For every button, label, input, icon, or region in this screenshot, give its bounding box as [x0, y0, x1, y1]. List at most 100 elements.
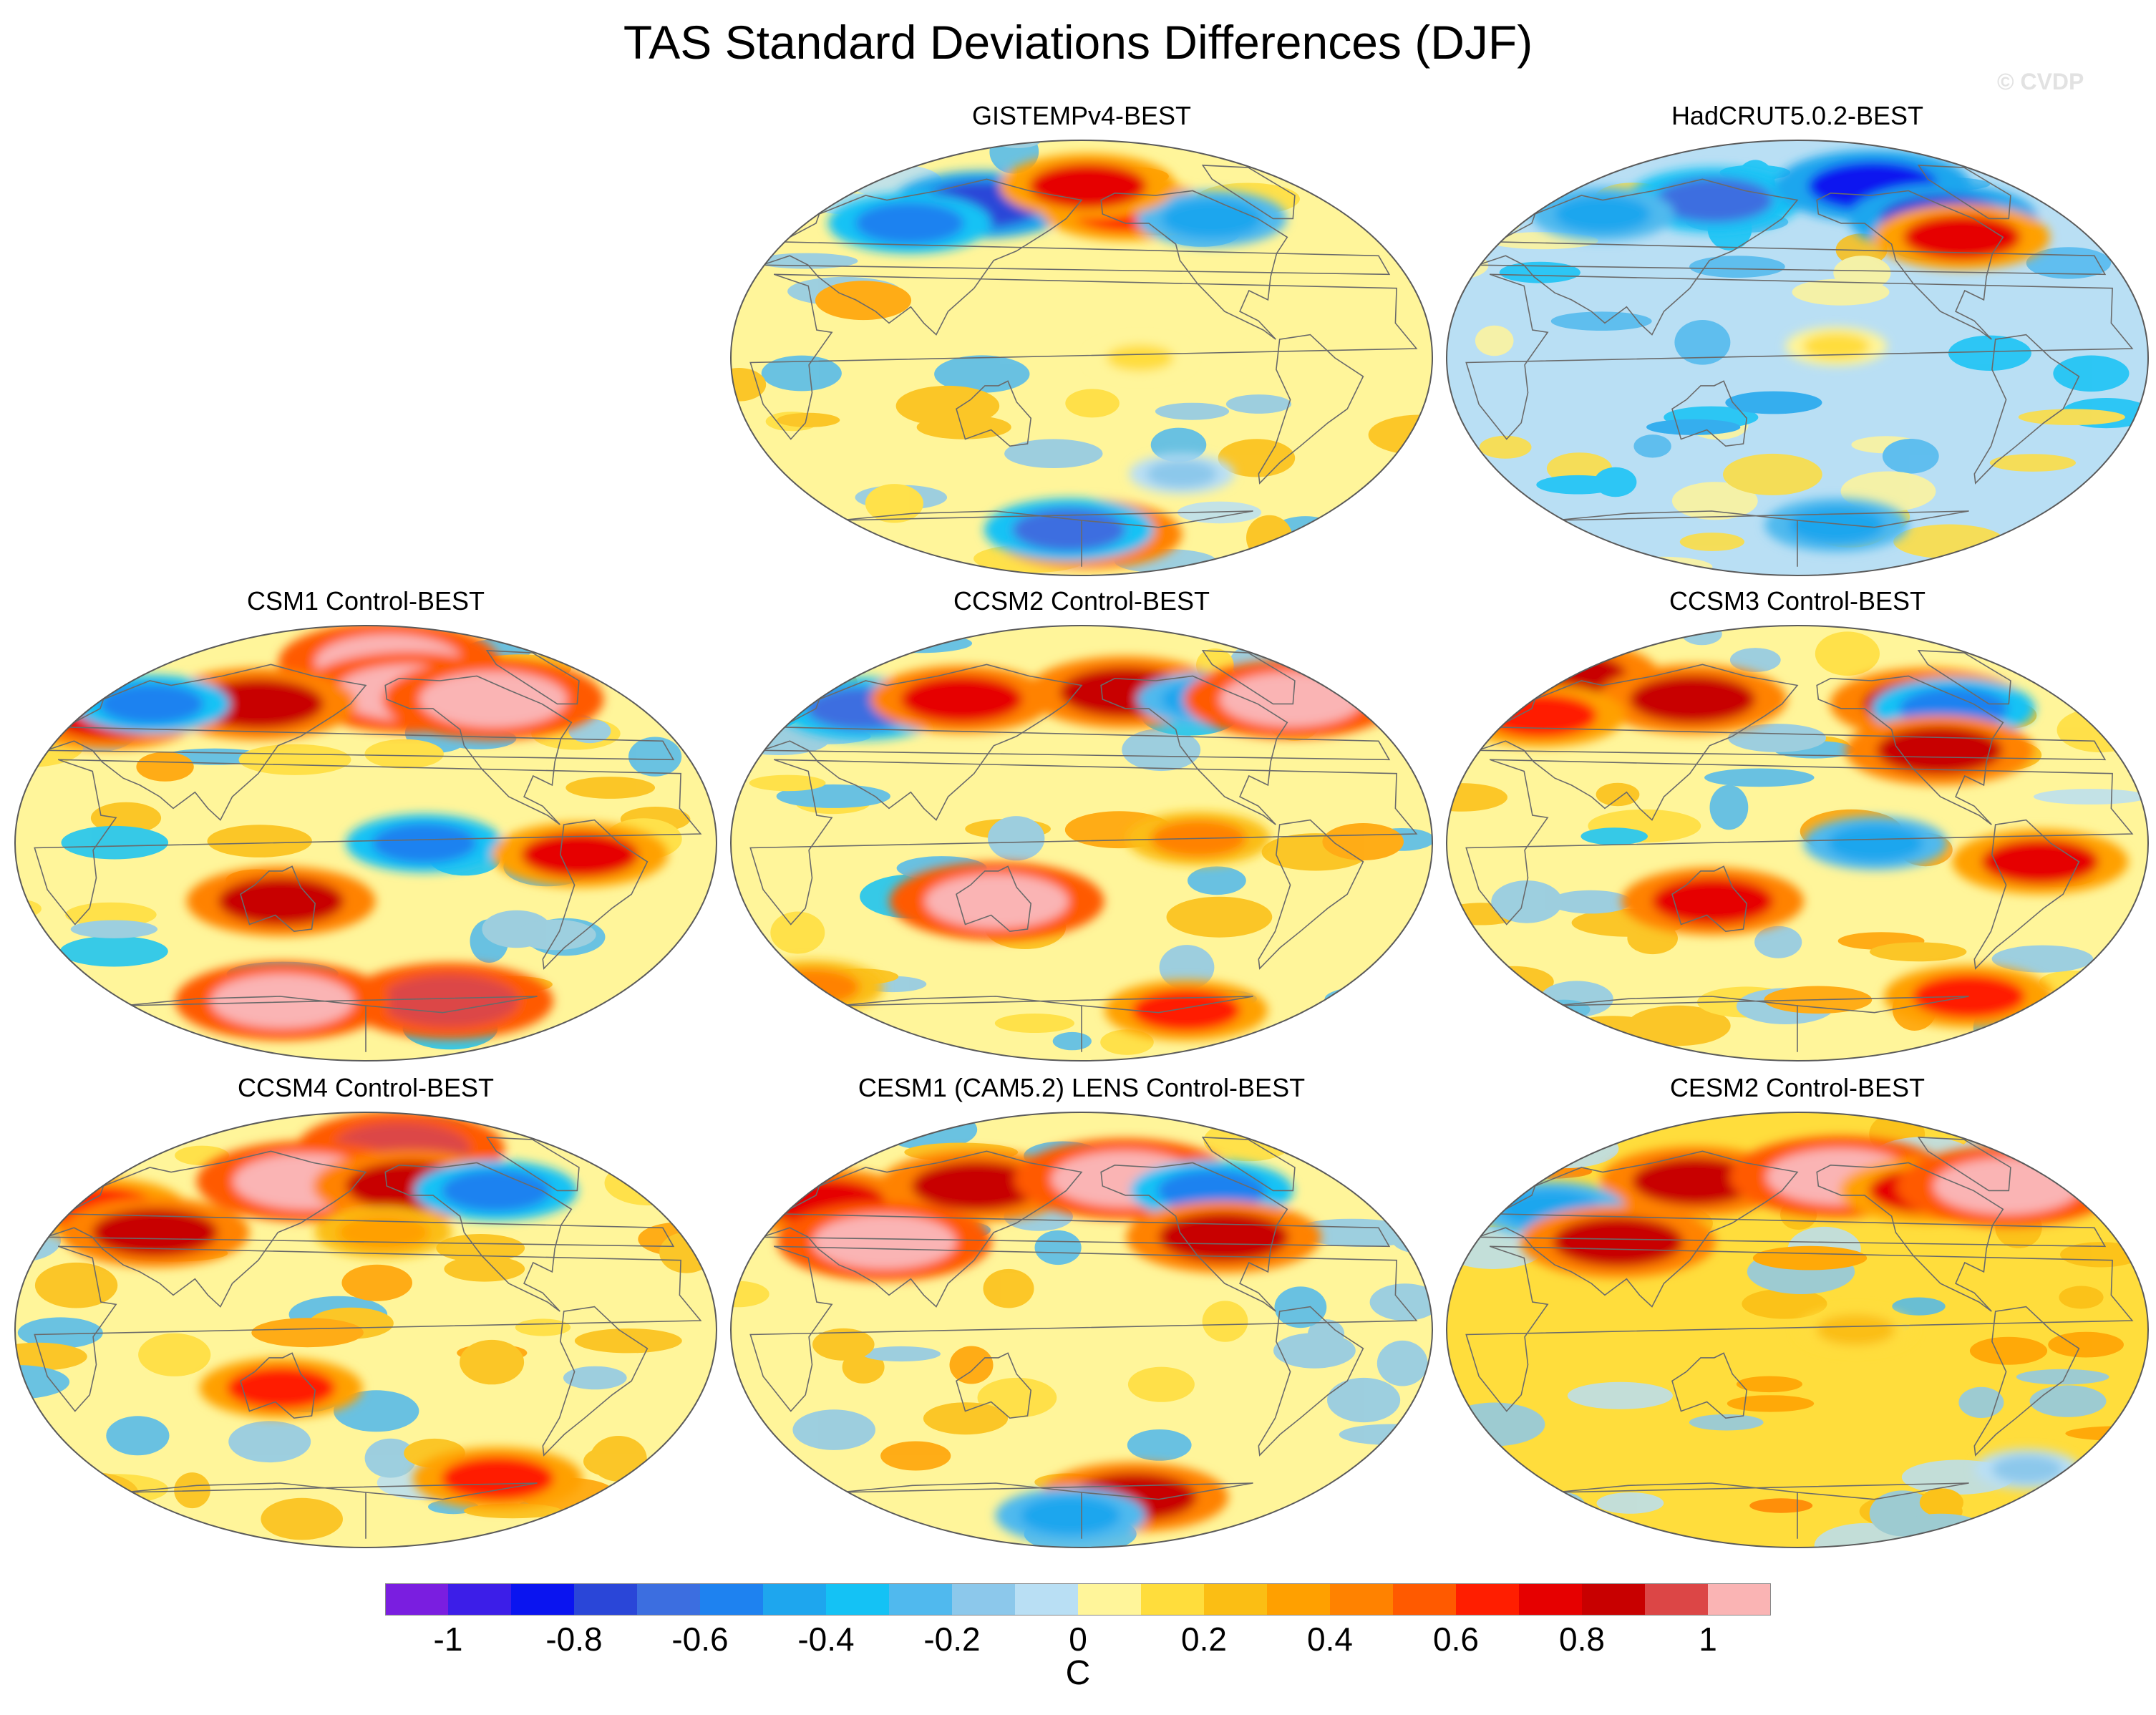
texture-blob	[1969, 1336, 2048, 1365]
texture-blob	[731, 1112, 806, 1137]
texture-blob	[444, 1255, 525, 1282]
texture-blob	[1369, 1283, 1432, 1321]
panel-title: CSM1 Control-BEST	[246, 586, 485, 616]
colorbar-box	[1204, 1583, 1268, 1615]
coastline-australia	[1671, 1352, 1748, 1419]
colorbar-box	[1267, 1583, 1331, 1615]
panel-title: HadCRUT5.0.2-BEST	[1671, 101, 1924, 130]
texture-blob	[1491, 880, 1563, 923]
texture-blob	[2059, 1286, 2104, 1309]
texture-blob	[565, 777, 656, 799]
colorbar-box	[763, 1583, 827, 1615]
feature-core	[1629, 675, 1756, 724]
colorbar-tick-label: -0.6	[671, 1621, 728, 1655]
coastline-greenland	[1917, 165, 2011, 220]
texture-blob	[2036, 648, 2089, 669]
panel-title: GISTEMPv4-BEST	[971, 101, 1192, 130]
texture-blob	[1188, 866, 1246, 895]
texture-blob	[228, 1421, 311, 1463]
texture-blob	[731, 564, 791, 575]
texture-blob	[1567, 1381, 1673, 1409]
texture-blob	[2016, 1369, 2109, 1385]
map-border	[730, 625, 1433, 1061]
texture-blob	[1376, 1340, 1428, 1386]
texture-blob	[138, 1333, 211, 1376]
texture-blob	[45, 990, 87, 1010]
texture-blob	[792, 1409, 875, 1450]
figure-title: TAS Standard Deviations Differences (DJF…	[623, 16, 1533, 69]
colorbar-box	[1078, 1583, 1142, 1615]
texture-blob	[207, 825, 312, 858]
texture-blob	[583, 1446, 642, 1477]
texture-blob	[812, 1328, 875, 1361]
map-ccsm4	[14, 1112, 717, 1548]
texture-blob	[515, 919, 596, 951]
map-gistemp	[730, 140, 1433, 576]
texture-blob	[1159, 945, 1215, 990]
feature-core	[1991, 1455, 2062, 1483]
texture-blob	[865, 484, 923, 523]
colorbar-box	[1330, 1583, 1394, 1615]
texture-blob	[61, 825, 169, 860]
feature-core	[1106, 344, 1174, 371]
feature-core	[1651, 878, 1774, 925]
texture-blob	[731, 145, 817, 187]
continent-outlines	[1465, 165, 2134, 567]
feature-core	[1132, 989, 1240, 1031]
map-border	[1446, 140, 2149, 576]
colorbar-box	[1519, 1583, 1583, 1615]
texture-blob	[90, 802, 162, 835]
texture-blob	[2048, 1331, 2124, 1358]
colorbar-box	[1708, 1583, 1771, 1615]
texture-blob	[136, 752, 194, 782]
coastline-africa	[1465, 273, 2134, 440]
colorbar-box	[889, 1583, 953, 1615]
texture-blob	[1596, 1492, 1664, 1514]
feature-core	[1903, 215, 2021, 260]
texture-blob	[994, 1014, 1074, 1033]
coastline-antarctica	[1554, 510, 1969, 567]
feature-core	[1020, 1496, 1121, 1535]
texture-blob	[1305, 1225, 1419, 1247]
texture-blob	[1626, 1005, 1731, 1046]
texture-blob	[364, 739, 444, 769]
texture-blob	[1989, 454, 2076, 472]
coastline-south-america	[1258, 1306, 1364, 1457]
colorbar-tick-label: 0.6	[1433, 1621, 1479, 1655]
texture-blob	[59, 936, 168, 967]
colorbar: -1 -0.8 -0.6 -0.4 -0.2 0 0.2 0.4 0.6 0.8 1	[385, 1583, 1771, 1655]
colorbar-frame	[385, 1583, 1771, 1616]
coastline-eurasia	[762, 1150, 1391, 1308]
panel-cesm1: CESM1 (CAM5.2) LENS Control-BEST	[726, 1072, 1437, 1556]
colorbar-tick-label: 0.8	[1559, 1621, 1605, 1655]
feature-halo	[739, 960, 884, 1014]
texture-blob	[1447, 647, 1519, 671]
texture-blob	[777, 412, 840, 427]
coastline-greenland	[485, 650, 580, 705]
feature-core	[1788, 506, 1885, 544]
texture-blob	[1833, 256, 1891, 291]
panel-title: CESM1 (CAM5.2) LENS Control-BEST	[858, 1073, 1306, 1102]
coastline-antarctica	[122, 996, 538, 1052]
texture-blob	[658, 959, 717, 977]
texture-blob	[1177, 501, 1262, 524]
texture-blob	[831, 1120, 881, 1145]
feature-core	[218, 877, 344, 925]
texture-blob	[815, 281, 912, 321]
coastline-australia	[956, 1352, 1032, 1419]
map-cesm1	[730, 1112, 1433, 1548]
colorbar-box	[1582, 1583, 1646, 1615]
feature-core	[1553, 1217, 1684, 1267]
texture-blob	[574, 1328, 682, 1354]
texture-blob	[1539, 1492, 1586, 1522]
texture-blob	[1261, 626, 1357, 644]
coastline-antarctica	[1554, 1482, 1969, 1539]
coastline-south-america	[1258, 819, 1364, 970]
texture-blob	[827, 1520, 933, 1548]
colorbar-box	[1393, 1583, 1457, 1615]
map-border	[1446, 1112, 2149, 1548]
feature-core	[92, 1208, 218, 1257]
texture-blob	[862, 1346, 941, 1362]
map-csm1	[14, 625, 717, 1061]
texture-blob	[731, 368, 767, 402]
